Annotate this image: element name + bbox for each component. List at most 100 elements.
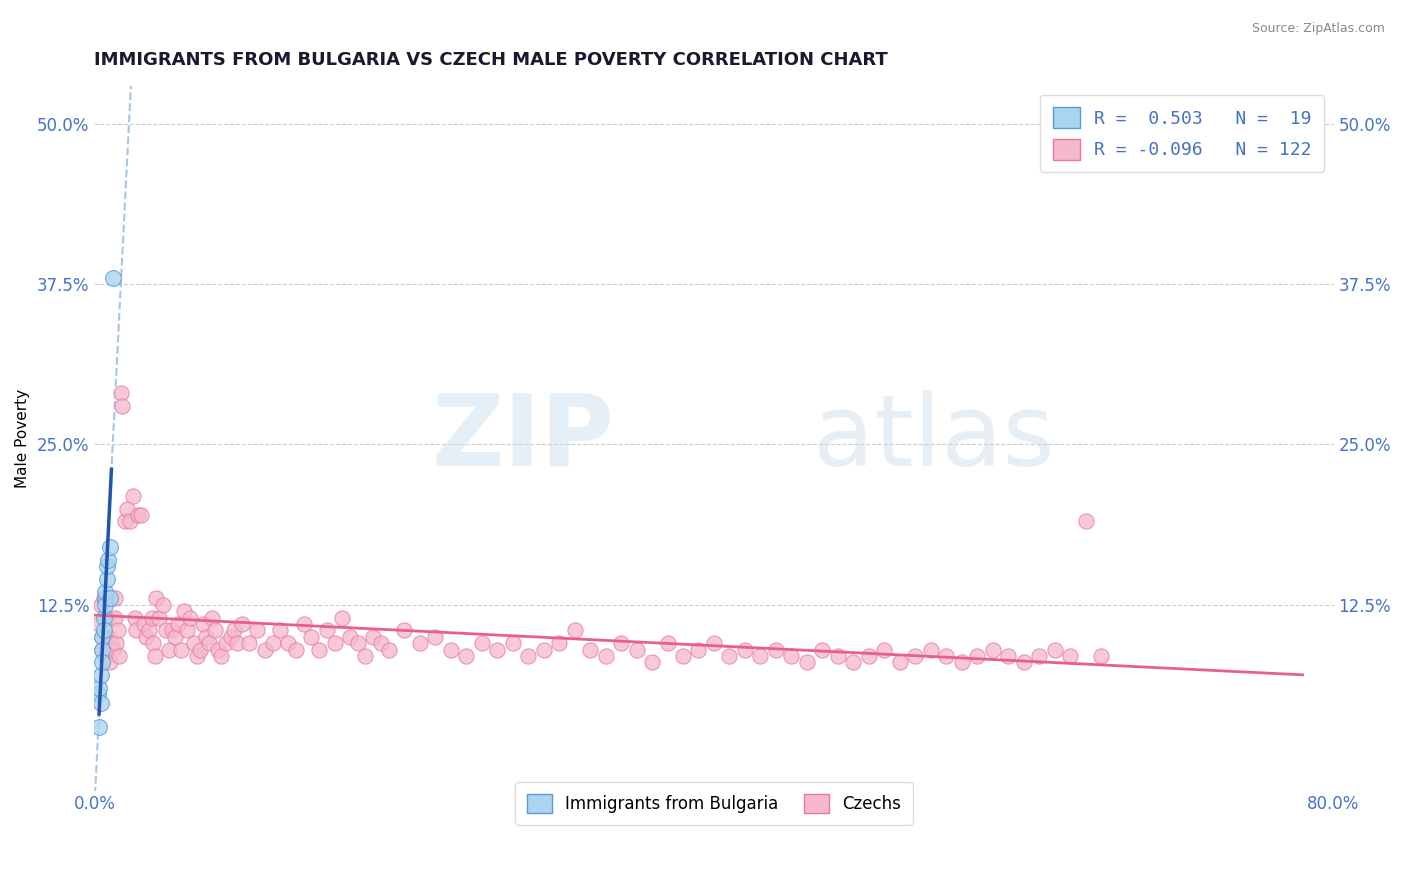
- Point: [657, 636, 679, 650]
- Point: [904, 648, 927, 663]
- Point: [100, 636, 122, 650]
- Point: [170, 642, 193, 657]
- Point: [517, 648, 540, 663]
- Point: [346, 636, 368, 650]
- Point: [1028, 648, 1050, 663]
- Point: [1074, 515, 1097, 529]
- Point: [796, 656, 818, 670]
- Point: [226, 636, 249, 650]
- Point: [765, 642, 787, 657]
- Point: [502, 636, 524, 650]
- Point: [86, 688, 108, 702]
- Point: [93, 591, 115, 606]
- Point: [950, 656, 973, 670]
- Point: [94, 585, 117, 599]
- Point: [564, 624, 586, 638]
- Point: [114, 515, 136, 529]
- Point: [323, 636, 346, 650]
- Point: [138, 624, 160, 638]
- Point: [981, 642, 1004, 657]
- Point: [222, 624, 245, 638]
- Point: [101, 642, 124, 657]
- Point: [703, 636, 725, 650]
- Point: [91, 630, 114, 644]
- Point: [641, 656, 664, 670]
- Point: [456, 648, 478, 663]
- Point: [308, 642, 330, 657]
- Point: [672, 648, 695, 663]
- Point: [125, 624, 148, 638]
- Point: [98, 656, 121, 670]
- Point: [103, 610, 125, 624]
- Point: [811, 642, 834, 657]
- Point: [231, 616, 253, 631]
- Point: [718, 648, 741, 663]
- Point: [749, 648, 772, 663]
- Point: [370, 636, 392, 650]
- Point: [842, 656, 865, 670]
- Point: [94, 591, 117, 606]
- Point: [129, 508, 152, 522]
- Point: [96, 559, 118, 574]
- Point: [188, 642, 211, 657]
- Point: [91, 642, 114, 657]
- Point: [688, 642, 710, 657]
- Point: [90, 697, 112, 711]
- Point: [277, 636, 299, 650]
- Point: [87, 719, 110, 733]
- Point: [111, 399, 134, 413]
- Text: ZIP: ZIP: [432, 390, 614, 486]
- Point: [1090, 648, 1112, 663]
- Point: [827, 648, 849, 663]
- Point: [107, 624, 129, 638]
- Point: [194, 630, 217, 644]
- Point: [392, 624, 415, 638]
- Point: [548, 636, 571, 650]
- Point: [145, 591, 167, 606]
- Point: [299, 630, 322, 644]
- Point: [486, 642, 509, 657]
- Point: [354, 648, 377, 663]
- Point: [98, 540, 121, 554]
- Point: [155, 624, 177, 638]
- Point: [179, 610, 201, 624]
- Point: [160, 624, 183, 638]
- Point: [87, 681, 110, 695]
- Point: [94, 648, 117, 663]
- Point: [191, 616, 214, 631]
- Point: [292, 616, 315, 631]
- Point: [215, 636, 238, 650]
- Point: [361, 630, 384, 644]
- Point: [87, 616, 110, 631]
- Point: [90, 668, 112, 682]
- Point: [626, 642, 648, 657]
- Point: [91, 656, 114, 670]
- Point: [238, 636, 260, 650]
- Point: [90, 598, 112, 612]
- Point: [101, 270, 124, 285]
- Point: [610, 636, 633, 650]
- Point: [330, 610, 353, 624]
- Point: [163, 630, 186, 644]
- Point: [96, 610, 118, 624]
- Point: [1059, 648, 1081, 663]
- Legend: Immigrants from Bulgaria, Czechs: Immigrants from Bulgaria, Czechs: [516, 782, 912, 824]
- Point: [377, 642, 399, 657]
- Point: [1012, 656, 1035, 670]
- Point: [873, 642, 896, 657]
- Point: [201, 610, 224, 624]
- Point: [440, 642, 463, 657]
- Point: [91, 630, 114, 644]
- Point: [935, 648, 957, 663]
- Point: [920, 642, 942, 657]
- Point: [176, 624, 198, 638]
- Point: [207, 642, 229, 657]
- Point: [595, 648, 617, 663]
- Point: [246, 624, 269, 638]
- Y-axis label: Male Poverty: Male Poverty: [15, 389, 30, 488]
- Point: [734, 642, 756, 657]
- Point: [96, 572, 118, 586]
- Point: [118, 515, 141, 529]
- Point: [93, 624, 115, 638]
- Point: [198, 636, 221, 650]
